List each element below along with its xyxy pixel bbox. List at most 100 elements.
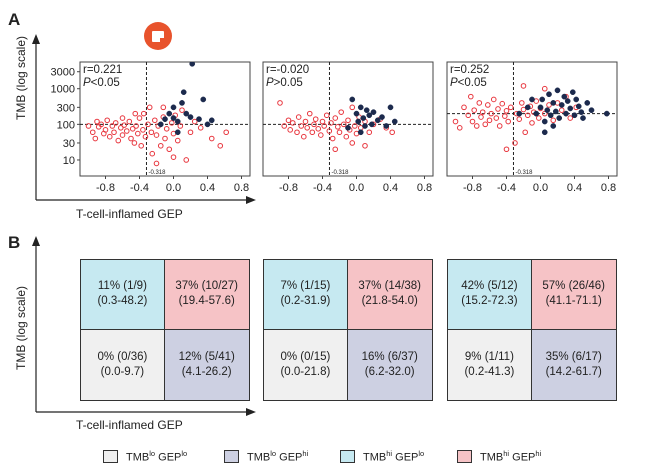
open-point: [174, 137, 181, 144]
open-point: [456, 124, 463, 131]
legend-item-tmb-lo-gep-lo: TMBlo GEPlo: [103, 449, 187, 464]
stat-p-symbol: P: [83, 77, 91, 89]
open-point: [495, 106, 501, 112]
confidence-interval: (19.4-57.6): [178, 295, 235, 308]
open-point: [519, 100, 525, 106]
filled-point: [357, 104, 364, 111]
open-point: [476, 100, 483, 106]
open-point: [312, 116, 319, 122]
science-journal-logo-icon: [152, 30, 165, 43]
grid-cell-tmb-hi-gep-lo: 7% (1/15) (0.2-31.9): [264, 260, 348, 330]
points: [277, 96, 398, 153]
panel-a-xlabel: T-cell-inflamed GEP: [76, 207, 183, 221]
filled-point: [578, 109, 585, 115]
open-point: [132, 110, 139, 117]
cutoff-label: -0.318: [515, 170, 533, 176]
open-point: [362, 142, 368, 149]
open-point: [336, 129, 343, 136]
open-point: [478, 114, 484, 120]
open-point: [92, 135, 99, 142]
y-tick-label: 300: [57, 102, 75, 114]
filled-point: [554, 87, 561, 94]
open-point: [326, 128, 333, 134]
open-point: [131, 140, 138, 146]
filled-point: [580, 115, 586, 121]
filled-point: [539, 96, 546, 103]
legend-item-tmb-lo-gep-hi: TMBlo GEPhi: [224, 449, 308, 464]
open-point: [302, 118, 309, 125]
legend-tmb: TMB: [247, 451, 271, 464]
x-tick-label: -0.4: [130, 182, 149, 194]
open-point: [166, 146, 173, 153]
filled-point: [162, 116, 168, 122]
stat-r: r=-0.020: [266, 64, 309, 76]
open-point: [550, 117, 557, 124]
filled-point: [208, 117, 215, 124]
x-tick-label: 0.0: [166, 182, 181, 194]
filled-point: [603, 110, 610, 117]
grid-3: 42% (5/12) (15.2-72.3) 57% (26/46) (41.1-71…: [447, 259, 617, 401]
filled-point: [550, 100, 557, 106]
open-point: [301, 133, 307, 140]
open-point: [319, 118, 326, 125]
response-rate: 7% (1/15): [280, 280, 331, 293]
response-rate: 57% (26/46): [542, 280, 606, 293]
open-point: [98, 121, 105, 128]
points: [85, 62, 229, 167]
panel-a-letter: A: [8, 10, 21, 29]
open-point: [304, 124, 311, 131]
filled-point: [349, 96, 356, 103]
response-rate: 42% (5/12): [461, 280, 518, 293]
open-point: [94, 118, 100, 125]
legend-gep-sup: lo: [181, 449, 188, 458]
open-point: [465, 112, 472, 119]
response-rate: 37% (10/27): [175, 280, 239, 293]
open-point: [138, 142, 144, 149]
open-point: [349, 140, 356, 146]
x-tick-label: 0.0: [349, 182, 364, 194]
filled-point: [363, 107, 370, 114]
legend-gep-sup: hi: [302, 449, 309, 458]
x-tick-label: -0.8: [463, 182, 482, 194]
filled-point: [561, 93, 568, 100]
filled-point: [391, 118, 398, 125]
open-point: [520, 83, 527, 89]
open-point: [179, 107, 185, 113]
confidence-interval: (14.2-61.7): [545, 365, 602, 378]
stat-p-symbol: P: [266, 77, 274, 89]
open-point: [485, 102, 491, 108]
open-point: [148, 129, 155, 136]
x-tick-label: -0.8: [279, 182, 298, 194]
filled-point: [567, 105, 574, 112]
open-point: [106, 133, 113, 140]
open-point: [169, 120, 175, 126]
grid-cell-tmb-hi-gep-lo: 42% (5/12) (15.2-72.3): [448, 260, 532, 330]
open-point: [163, 125, 170, 132]
open-point: [298, 123, 305, 129]
filled-point: [547, 112, 554, 119]
open-point: [191, 118, 198, 125]
stat-r: r=0.221: [83, 64, 122, 76]
grid-cell-tmb-hi-gep-hi: 37% (14/38) (21.8-54.0): [347, 260, 432, 330]
open-point: [295, 114, 302, 120]
filled-point: [366, 112, 373, 119]
confidence-interval: (41.1-71.1): [545, 295, 602, 308]
legend-gep-sup: hi: [535, 449, 542, 458]
open-point: [128, 135, 134, 142]
open-point: [315, 125, 322, 132]
open-point: [145, 121, 151, 128]
open-point: [541, 85, 548, 92]
filled-point: [588, 107, 595, 114]
open-point: [153, 160, 160, 167]
filled-point: [187, 114, 194, 120]
scatter-panel-1: -0.8 -0.4 0.0 0.4 0.8 3000 1000 300 100 30 10 -0.31…: [51, 61, 251, 194]
panel-b-axes: [32, 236, 256, 416]
open-point: [343, 133, 350, 140]
legend-tmb: TMB: [363, 451, 387, 464]
grid-cell-tmb-hi-gep-hi: 37% (10/27) (19.4-57.6): [164, 260, 249, 330]
legend-tmb-sup: lo: [270, 449, 277, 458]
y-tick-label: 10: [63, 155, 75, 167]
grid-cell-tmb-lo-gep-lo: 9% (1/11) (0.2-41.3): [448, 329, 532, 400]
legend-swatch: [224, 449, 239, 463]
